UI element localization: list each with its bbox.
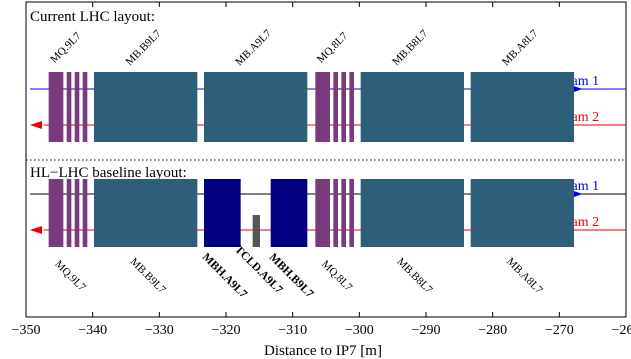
x-tick-label: −350 xyxy=(12,323,41,338)
top-label-mb-a9l7: MB.A9L7 xyxy=(233,27,274,68)
bottom-label-mq-8l7: MQ.8L7 xyxy=(319,258,355,294)
bottom-mbh-b9l7-magnet xyxy=(270,179,308,247)
x-tick-label: −270 xyxy=(545,323,574,338)
x-axis-tick-labels: −350 −340 −330 −320 −310 −300 −290 −280 −270 −260 xyxy=(12,323,631,338)
x-tick-label: −330 xyxy=(145,323,174,338)
bottom-mq-8l7-segment-3 xyxy=(349,179,354,247)
bottom-mq-8l7-main-segment xyxy=(315,179,331,247)
bottom-mq-9l7-magnet xyxy=(48,179,88,247)
top-mb-b9l7-magnet xyxy=(94,72,198,142)
bottom-mb-b9l7-magnet xyxy=(94,179,198,247)
bottom-mq-8l7-magnet xyxy=(315,179,354,247)
top-mq-8l7-main-segment xyxy=(315,72,331,142)
x-tick-label: −280 xyxy=(478,323,507,338)
x-axis-ticks xyxy=(25,2,627,317)
bottom-tcld-a9l7-collimator xyxy=(252,215,260,247)
top-mq-8l7-magnet xyxy=(315,72,354,142)
top-label-mb-a8l7: MB.A8L7 xyxy=(500,27,541,68)
top-mb-b8l7-magnet xyxy=(360,72,464,142)
top-mq-9l7-magnet xyxy=(48,72,88,142)
x-tick-label: −310 xyxy=(278,323,307,338)
top-layout-elements xyxy=(48,72,574,142)
top-mq-8l7-segment-3 xyxy=(349,72,354,142)
bottom-label-mb-b8l7: MB.B8L7 xyxy=(394,256,435,297)
top-beam2-arrow xyxy=(30,121,42,129)
top-label-mq-9l7: MQ.9L7 xyxy=(48,30,84,66)
bottom-label-mq-9l7: MQ.9L7 xyxy=(52,258,88,294)
x-tick-label: −290 xyxy=(412,323,441,338)
top-mb-a8l7-magnet xyxy=(470,72,574,142)
x-axis-label: Distance to IP7 [m] xyxy=(264,343,382,359)
top-mq-8l7-segment-1 xyxy=(333,72,339,142)
bottom-layout-elements xyxy=(48,179,574,247)
top-mb-a9l7-magnet xyxy=(204,72,308,142)
bottom-mb-b8l7-magnet xyxy=(360,179,464,247)
x-tick-label: −340 xyxy=(78,323,107,338)
top-label-mq-8l7: MQ.8L7 xyxy=(315,30,351,66)
top-mq-9l7-segment-3 xyxy=(82,72,88,142)
bottom-mq-8l7-segment-2 xyxy=(341,179,347,247)
bottom-mbh-a9l7-magnet xyxy=(204,179,241,247)
top-mq-9l7-segment-1 xyxy=(66,72,72,142)
top-mq-8l7-segment-2 xyxy=(341,72,347,142)
top-label-mb-b9l7: MB.B9L7 xyxy=(123,27,164,68)
bottom-mq-8l7-segment-1 xyxy=(333,179,339,247)
bottom-mb-a8l7-magnet xyxy=(470,179,574,247)
bottom-label-mb-b9l7: MB.B9L7 xyxy=(128,256,169,297)
bottom-label-mb-a8l7: MB.A8L7 xyxy=(504,256,545,297)
top-mq-9l7-segment-2 xyxy=(74,72,80,142)
top-label-mb-b8l7: MB.B8L7 xyxy=(390,27,431,68)
x-tick-label: −260 xyxy=(612,323,631,338)
x-tick-label: −320 xyxy=(212,323,241,338)
bottom-mq-9l7-main-segment xyxy=(48,179,64,247)
top-mq-9l7-main-segment xyxy=(48,72,64,142)
plot-frame xyxy=(25,1,627,318)
bottom-beam2-arrow xyxy=(30,226,42,234)
bottom-panel-title: HL−LHC baseline layout: xyxy=(30,165,187,181)
bottom-mq-9l7-segment-2 xyxy=(74,179,80,247)
top-panel-title: Current LHC layout: xyxy=(30,9,155,25)
bottom-mq-9l7-segment-1 xyxy=(66,179,72,247)
x-tick-label: −300 xyxy=(345,323,374,338)
bottom-mq-9l7-segment-3 xyxy=(82,179,88,247)
top-element-labels: MQ.9L7 MB.B9L7 MB.A9L7 MQ.8L7 MB.B8L7 MB.A8L7 xyxy=(48,27,541,68)
